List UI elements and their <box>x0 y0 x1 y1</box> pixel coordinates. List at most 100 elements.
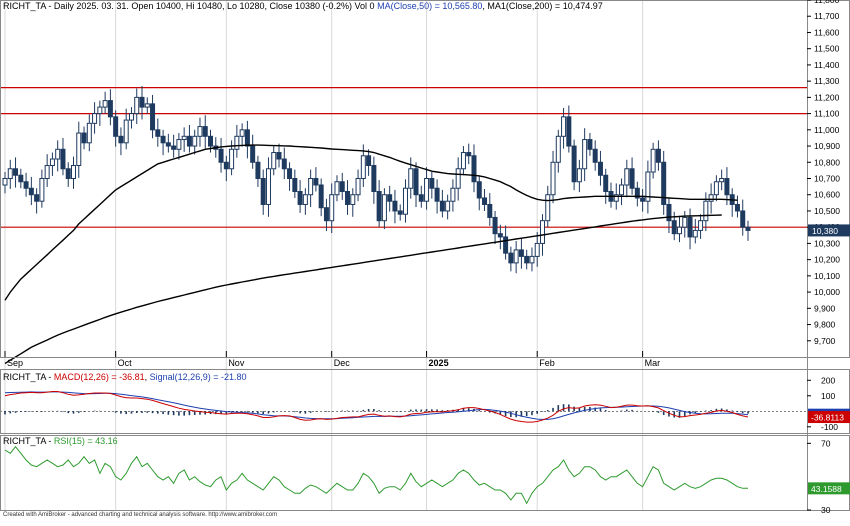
candle-up <box>197 126 203 137</box>
candle-down <box>339 181 345 192</box>
candle-up <box>86 122 92 144</box>
candle-down <box>287 168 293 180</box>
candle-down <box>571 145 577 183</box>
candle-up <box>144 103 150 108</box>
candle-down <box>471 155 477 183</box>
candle-down <box>597 161 603 176</box>
candle-up <box>529 255 535 264</box>
candle-down <box>218 148 224 163</box>
candle-down <box>640 197 646 202</box>
macd-y-label: 200 <box>821 375 835 385</box>
candle-up <box>455 168 461 189</box>
candle-up <box>619 184 625 196</box>
candle-down <box>503 236 509 254</box>
candle-down <box>186 135 192 147</box>
y-tick-label: 11,400 <box>814 60 840 70</box>
candle-down <box>113 116 119 137</box>
candle-up <box>698 220 704 231</box>
price-info: - Daily 2025. 03. 31. Open 10400, Hi 104… <box>46 1 377 11</box>
macd-legend: MACD(12,26) = -36.81 <box>54 372 145 382</box>
candle-up <box>445 200 451 212</box>
last-price-label: 10,380 <box>812 226 838 236</box>
macd-pane-title: RICHT_TA - MACD(12,26) = -36.81, Signal(… <box>3 372 246 382</box>
price-ticker: RICHT_TA <box>3 1 46 11</box>
y-tick-label: 10,000 <box>814 287 840 297</box>
candle-up <box>76 132 82 167</box>
candle-down <box>281 158 287 170</box>
candle-up <box>545 194 551 222</box>
y-tick-label: 11,700 <box>814 11 840 21</box>
candle-up <box>582 139 588 170</box>
candle-up <box>550 161 556 196</box>
candle-down <box>655 148 661 163</box>
candle-down <box>603 174 609 192</box>
candle-up <box>181 135 187 141</box>
candle-down <box>392 200 398 212</box>
candle-down <box>323 207 329 222</box>
x-tick-label: Sep <box>7 358 23 368</box>
candle-down <box>260 178 266 205</box>
signal-legend: Signal(12,26,9) = -21.80 <box>150 372 247 382</box>
y-tick-label: 10,700 <box>814 174 840 184</box>
candle-up <box>450 187 456 202</box>
candle-down <box>413 168 419 196</box>
candle-down <box>313 178 319 186</box>
candle-up <box>460 152 466 170</box>
y-tick-label: 10,800 <box>814 157 840 167</box>
candle-up <box>576 168 582 183</box>
candle-up <box>265 168 271 205</box>
candle-down <box>34 194 40 202</box>
y-tick-label: 10,200 <box>814 255 840 265</box>
y-tick-label: 11,100 <box>814 109 840 119</box>
candle-up <box>676 226 682 235</box>
rsi-y-label: 30 <box>821 505 831 515</box>
candle-down <box>255 161 261 179</box>
y-tick-label: 9,700 <box>814 336 836 346</box>
candle-down <box>508 252 514 264</box>
last-price-tag <box>808 224 850 237</box>
macd-tag <box>808 411 850 424</box>
candle-down <box>171 145 177 150</box>
candle-down <box>524 255 530 264</box>
candle-up <box>44 165 50 180</box>
candle-up <box>334 181 340 196</box>
candle-down <box>18 174 24 183</box>
y-tick-label: 9,800 <box>814 320 836 330</box>
ma200-line <box>4 214 722 365</box>
candle-down <box>202 126 208 137</box>
candle-down <box>60 148 66 170</box>
candle-down <box>292 178 298 192</box>
rsi-tag <box>808 482 850 495</box>
macd-y-label: 100 <box>821 391 835 401</box>
rsi-y-label: 70 <box>821 438 831 448</box>
rsi-ticker: RICHT_TA <box>3 436 46 446</box>
candle-up <box>682 216 688 228</box>
candle-down <box>371 165 377 192</box>
y-tick-label: 11,800 <box>814 0 840 5</box>
candle-up <box>71 165 77 180</box>
candle-up <box>92 113 98 124</box>
candle-up <box>271 152 277 170</box>
rsi-line <box>4 445 748 505</box>
x-tick-label: Dec <box>334 358 351 368</box>
candle-up <box>308 178 314 196</box>
candle-up <box>719 178 725 183</box>
candle-down <box>165 142 171 147</box>
candle-up <box>650 148 656 173</box>
candle-down <box>418 194 424 202</box>
candle-up <box>176 139 182 150</box>
candle-up <box>708 194 714 202</box>
candle-down <box>497 233 503 238</box>
candle-up <box>624 168 630 186</box>
candle-up <box>134 96 140 115</box>
candle-up <box>561 116 567 137</box>
candle-down <box>566 116 572 147</box>
candle-down <box>518 249 524 257</box>
candle-down <box>208 135 214 147</box>
candle-down <box>139 96 145 108</box>
candle-down <box>439 200 445 212</box>
candle-up <box>692 229 698 238</box>
x-tick-label: Nov <box>228 358 245 368</box>
